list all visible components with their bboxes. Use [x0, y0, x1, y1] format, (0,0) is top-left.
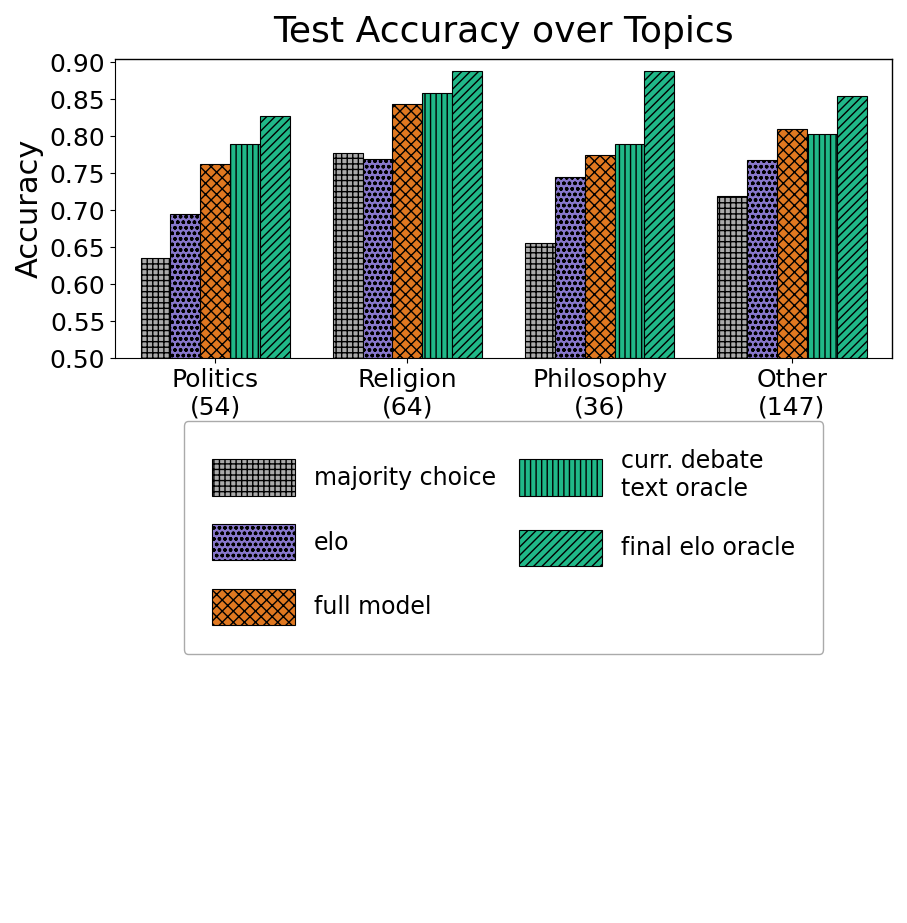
- Legend: majority choice, elo, full model, curr. debate
text oracle, final elo oracle: majority choice, elo, full model, curr. …: [184, 421, 824, 653]
- Bar: [200, 164, 230, 358]
- Bar: [525, 243, 555, 358]
- Bar: [333, 152, 363, 358]
- Bar: [141, 258, 171, 358]
- Bar: [555, 177, 585, 358]
- Bar: [363, 159, 393, 358]
- Bar: [644, 71, 674, 358]
- Bar: [393, 103, 423, 358]
- Bar: [747, 160, 777, 358]
- Bar: [807, 134, 837, 358]
- Bar: [837, 96, 866, 358]
- Y-axis label: Accuracy: Accuracy: [15, 138, 44, 278]
- Bar: [423, 93, 452, 358]
- Bar: [230, 144, 259, 358]
- Bar: [452, 70, 482, 358]
- Bar: [171, 214, 200, 358]
- Title: Test Accuracy over Topics: Test Accuracy over Topics: [273, 15, 734, 49]
- Bar: [259, 115, 289, 358]
- Bar: [585, 155, 615, 358]
- Bar: [777, 129, 807, 358]
- Bar: [717, 196, 747, 358]
- Bar: [615, 144, 644, 358]
